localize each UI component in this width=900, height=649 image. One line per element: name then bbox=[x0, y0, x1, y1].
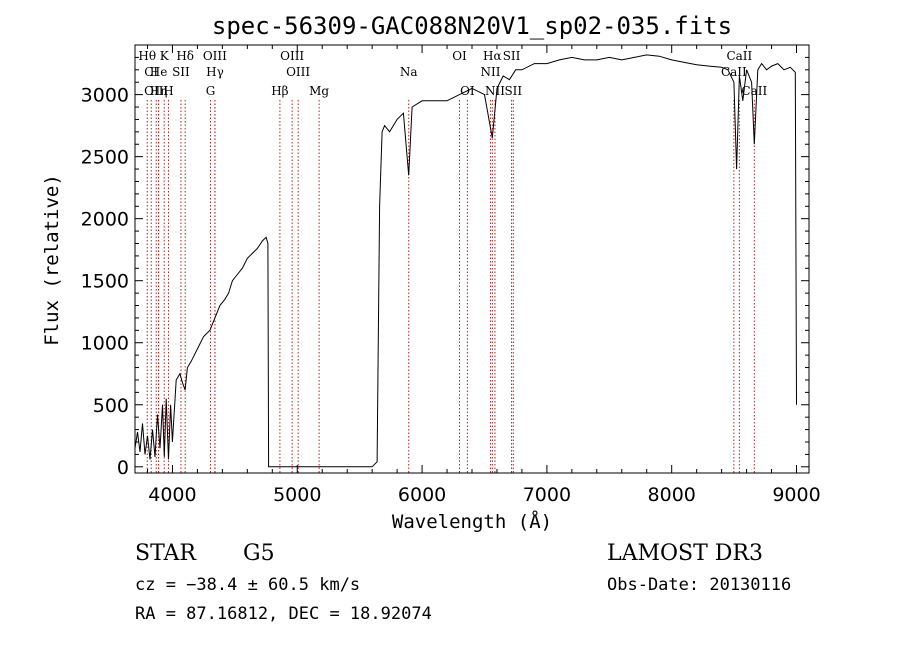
redshift-text: cz = −38.4 ± 60.5 km/s bbox=[135, 575, 360, 595]
line-marker-label: CaII bbox=[726, 49, 752, 63]
survey-label: LAMOST DR3 bbox=[607, 541, 763, 566]
y-tick-label: 2500 bbox=[81, 147, 129, 169]
object-class: STAR bbox=[135, 541, 197, 566]
y-tick-label: 2000 bbox=[81, 209, 129, 231]
line-marker-label: G bbox=[206, 84, 216, 98]
line-marker-label: CI bbox=[144, 65, 158, 79]
line-marker-label: OIII bbox=[280, 49, 304, 63]
line-marker-label: OIII bbox=[203, 49, 227, 63]
y-tick-label: 1000 bbox=[81, 333, 129, 355]
line-marker-label: SII bbox=[503, 49, 521, 63]
coordinates-text: RA = 87.16812, DEC = 18.92074 bbox=[135, 604, 432, 624]
obs-date-text: Obs-Date: 20130116 bbox=[607, 575, 791, 595]
line-marker-label: Hα bbox=[483, 49, 502, 63]
line-marker-label: Hδ bbox=[176, 49, 194, 63]
plot-frame bbox=[134, 44, 810, 474]
line-marker-label: Hη bbox=[150, 84, 168, 98]
line-marker-label: He bbox=[150, 65, 168, 79]
line-marker-label: H bbox=[163, 84, 173, 98]
chart-title: spec-56309-GAC088N20V1_sp02-035.fits bbox=[212, 12, 732, 40]
line-marker-label: CaII bbox=[741, 84, 767, 98]
line-marker-label: OIII bbox=[286, 65, 310, 79]
x-axis-ticks: 4000 5000 6000 7000 8000 9000 bbox=[146, 45, 821, 506]
line-marker-label: Hθ bbox=[138, 49, 156, 63]
line-marker-label: CaII bbox=[721, 65, 747, 79]
line-marker-label: SII bbox=[504, 84, 522, 98]
line-marker-label: NII bbox=[485, 84, 505, 98]
y-tick-label: 1500 bbox=[81, 271, 129, 293]
x-tick-label: 8000 bbox=[648, 484, 696, 506]
line-marker-label: NII bbox=[480, 65, 500, 79]
y-axis-ticks: 0 500 1000 1500 2000 2500 3000 bbox=[81, 56, 809, 479]
line-marker-label: OI bbox=[452, 49, 467, 63]
line-marker-label: K bbox=[160, 49, 170, 63]
line-marker-label: Hβ bbox=[271, 84, 288, 98]
y-axis-label: Flux (relative) bbox=[41, 174, 63, 346]
line-marker-label: SII bbox=[172, 65, 190, 79]
x-tick-label: 6000 bbox=[398, 484, 446, 506]
line-marker-label: OIII bbox=[144, 84, 168, 98]
y-tick-label: 500 bbox=[93, 395, 129, 417]
spectrum-line bbox=[134, 54, 797, 468]
x-tick-label: 4000 bbox=[148, 484, 196, 506]
subclass: G5 bbox=[243, 541, 275, 566]
line-marker-label: Mg bbox=[309, 84, 329, 98]
y-tick-label: 3000 bbox=[81, 85, 129, 107]
y-tick-label: 0 bbox=[117, 457, 129, 479]
x-tick-label: 7000 bbox=[523, 484, 571, 506]
x-axis-label: Wavelength (Å) bbox=[392, 510, 552, 533]
line-marker-label: Na bbox=[400, 65, 418, 79]
line-marker-label: Hγ bbox=[206, 65, 224, 79]
x-tick-label: 5000 bbox=[273, 484, 321, 506]
x-tick-label: 9000 bbox=[772, 484, 820, 506]
